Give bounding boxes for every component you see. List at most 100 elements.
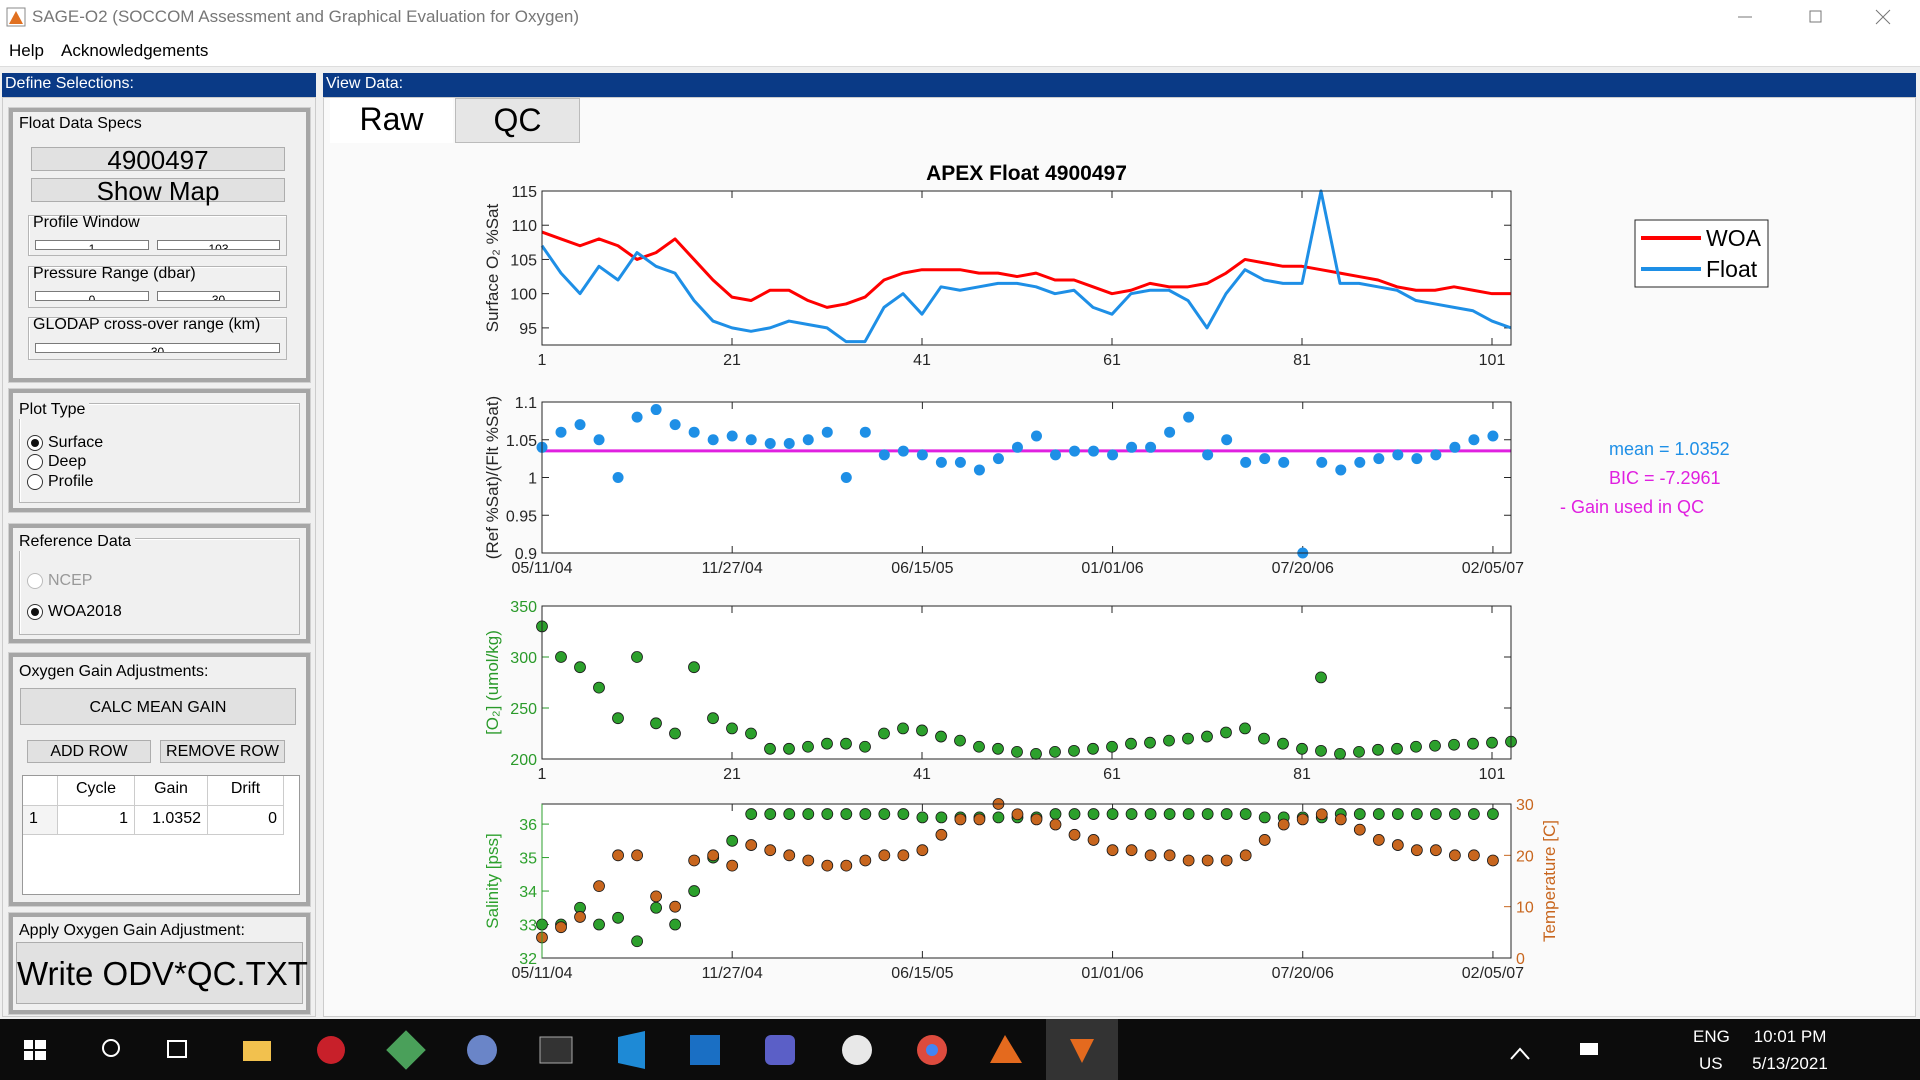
radio-button[interactable] (27, 454, 43, 470)
calc-mean-gain-button[interactable]: CALC MEAN GAIN (20, 688, 296, 725)
data-point (726, 430, 738, 442)
data-point (1011, 808, 1024, 821)
vscode-icon[interactable] (618, 1031, 645, 1069)
axes-frame (541, 190, 1512, 346)
radio-label[interactable]: Profile (48, 473, 94, 490)
tab[interactable]: QC (455, 98, 580, 143)
radio-button[interactable] (27, 573, 43, 589)
data-point (745, 808, 758, 820)
restore[interactable] (1809, 10, 1822, 23)
data-point (1106, 844, 1119, 857)
data-point (859, 854, 872, 867)
clock-time[interactable]: 10:01 PM (1753, 1027, 1827, 1046)
data-point (1125, 844, 1138, 857)
plot-type-panel: Plot Type Surface Deep Profile (8, 388, 311, 513)
start-button[interactable] (24, 1040, 46, 1060)
write-button[interactable]: Write ODV*QC.TXT (16, 942, 308, 1004)
y-axis-label: Salinity [pss] (483, 833, 502, 928)
radio-button[interactable] (27, 604, 43, 620)
data-point (821, 426, 833, 438)
data-point (1220, 854, 1233, 867)
profile-window-group: Profile Window 1 103 (28, 214, 287, 256)
panel-title: Float Data Specs (19, 115, 142, 132)
data-point (1410, 808, 1423, 820)
window-controls[interactable] (1720, 0, 1920, 34)
data-point (1182, 732, 1194, 745)
region[interactable]: US (1699, 1054, 1723, 1073)
tab[interactable]: Raw (330, 98, 453, 143)
radio-label[interactable]: Deep (48, 453, 87, 470)
data-point (631, 411, 643, 423)
x-tick-label: 01/01/06 (1081, 965, 1143, 982)
menu-item[interactable]: Acknowledgements (61, 41, 209, 60)
outlook-icon[interactable] (690, 1035, 720, 1065)
data-point (1258, 834, 1271, 846)
radio-label[interactable]: WOA2018 (48, 603, 122, 620)
data-point (1220, 726, 1232, 739)
edit-box[interactable]: 0 (35, 291, 149, 301)
add-row-button[interactable]: ADD ROW (27, 740, 151, 763)
task-view-icon[interactable] (167, 1040, 187, 1058)
data-point (1144, 736, 1156, 749)
annotation: - Gain used in QC (1560, 497, 1704, 517)
terminal-icon[interactable] (539, 1036, 573, 1064)
data-point (707, 849, 720, 862)
data-point (1315, 808, 1328, 821)
menu-item[interactable]: Help (9, 41, 44, 60)
x-tick-label: 41 (913, 352, 931, 369)
app-icon[interactable] (386, 1030, 426, 1070)
r-icon[interactable] (467, 1035, 497, 1065)
matlab-icon[interactable] (990, 1035, 1022, 1063)
x-tick-label: 11/27/04 (702, 965, 763, 982)
float-specs-panel: Float Data Specs 4900497 Show Map Profil… (8, 107, 311, 383)
radio-button[interactable] (27, 435, 43, 451)
data-point (1372, 808, 1385, 820)
data-point (764, 844, 777, 857)
y2-axis-label: Temperature [C] (1540, 820, 1559, 942)
y-tick-label: 115 (511, 184, 537, 201)
y-axis-label: Surface O₂ %Sat (483, 203, 502, 332)
data-point (669, 727, 681, 740)
data-point (897, 722, 909, 735)
radio-button[interactable] (27, 474, 43, 490)
data-point (840, 737, 852, 750)
y-tick-label: 350 (510, 599, 537, 616)
table-cell[interactable]: 1 (58, 806, 135, 835)
show-map-button[interactable]: Show Map (31, 178, 285, 204)
radio-label[interactable]: NCEP (48, 572, 93, 589)
window-title: SAGE-O2 (SOCCOM Assessment and Graphical… (32, 7, 580, 26)
edit-box[interactable]: 30 (157, 291, 280, 301)
data-point (1239, 808, 1252, 820)
data-point (1201, 730, 1213, 743)
remove-row-button[interactable]: REMOVE ROW (160, 740, 285, 763)
teams-icon[interactable] (765, 1035, 795, 1065)
data-point (878, 849, 891, 862)
y-tick-label: 200 (510, 752, 537, 769)
float-id[interactable]: 4900497 (31, 147, 285, 173)
data-point (555, 426, 567, 438)
search-icon[interactable] (102, 1039, 120, 1057)
data-point (1220, 808, 1233, 820)
edit-box[interactable]: 30 (35, 343, 280, 353)
x-tick-label: 06/15/05 (891, 560, 953, 577)
edit-box[interactable]: 1 (35, 240, 149, 250)
data-point (1163, 849, 1176, 862)
language[interactable]: ENG (1693, 1027, 1730, 1046)
data-point (859, 808, 872, 820)
y-tick-label: 1 (528, 471, 537, 488)
taskbar: ENG US 10:01 PM 5/13/2021 (0, 1019, 1920, 1080)
data-point (840, 472, 852, 483)
data-point (707, 712, 719, 725)
app-icon[interactable] (317, 1036, 345, 1064)
data-point (1315, 671, 1327, 684)
edit-box[interactable]: 103 (157, 240, 280, 250)
slack-icon[interactable] (842, 1035, 872, 1065)
table-cell[interactable]: 0 (208, 806, 284, 835)
table-cell[interactable]: 1.0352 (135, 806, 208, 835)
close[interactable] (1875, 9, 1891, 25)
data-point (916, 449, 928, 461)
data-point (1391, 839, 1404, 851)
clock-date[interactable]: 5/13/2021 (1752, 1054, 1828, 1073)
radio-label[interactable]: Surface (48, 434, 104, 451)
explorer-icon[interactable] (243, 1041, 271, 1061)
